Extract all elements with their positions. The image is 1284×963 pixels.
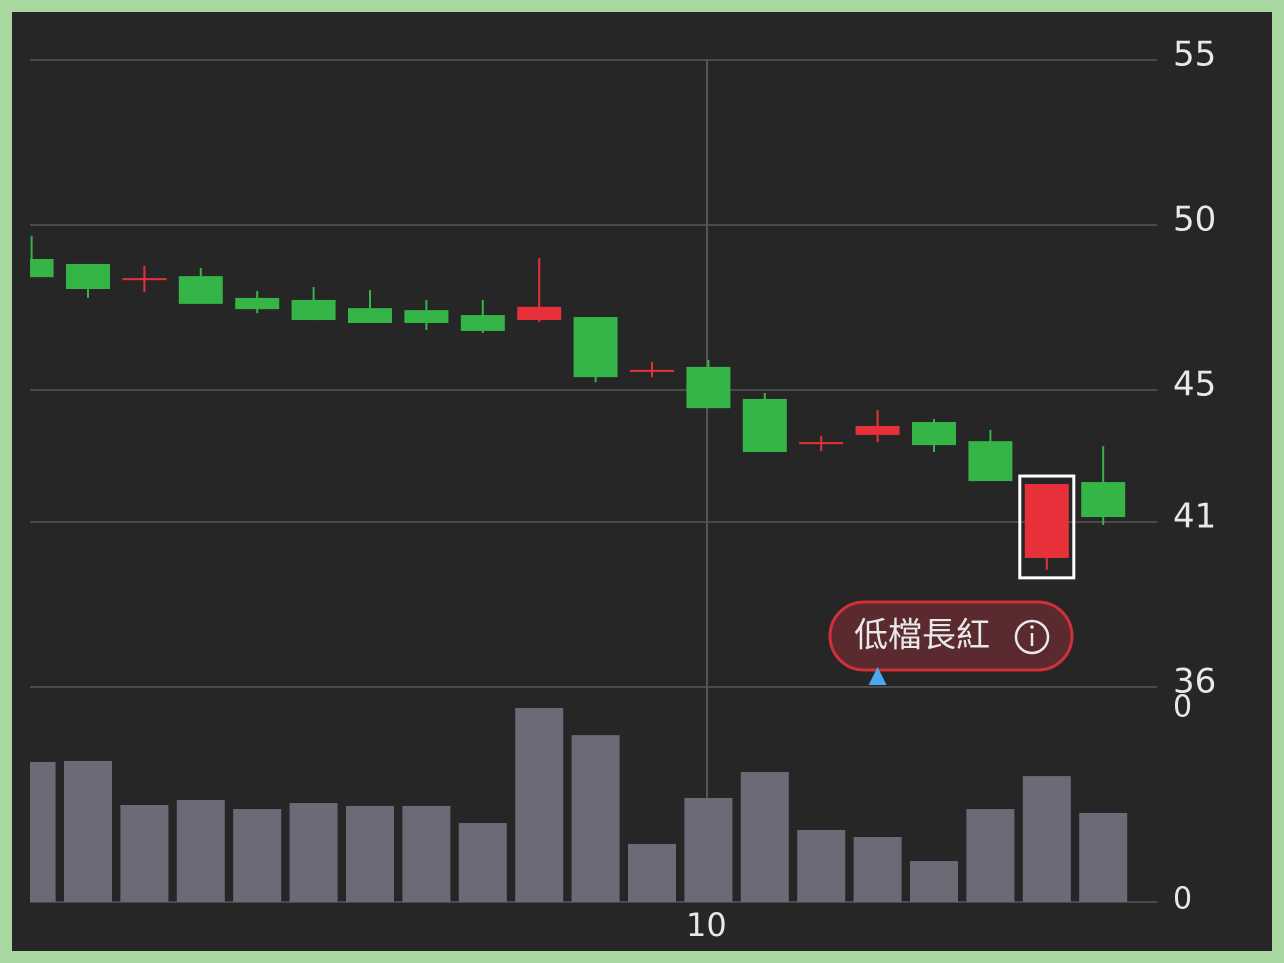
candle-body — [460, 315, 505, 331]
annotation-text: 低檔長紅 — [854, 616, 990, 656]
volume-bar — [289, 803, 338, 902]
candle-body — [742, 398, 787, 453]
volume-bar — [571, 735, 620, 902]
candle-body — [178, 276, 223, 304]
candle-body — [235, 297, 280, 310]
volume-bar — [1022, 776, 1071, 902]
y-tick-label: 55 — [1173, 35, 1216, 75]
candle-body — [1024, 484, 1069, 558]
volume-bar — [176, 799, 225, 902]
candle-body — [573, 317, 618, 378]
annotation-pointer — [868, 667, 887, 685]
candle-body — [404, 310, 449, 324]
x-tick-label: 10 — [686, 906, 727, 944]
candle-body — [630, 369, 674, 372]
annotation-bubble — [828, 600, 1074, 672]
candle-body — [122, 278, 167, 281]
info-icon[interactable] — [1014, 619, 1050, 655]
volume-bar — [684, 798, 733, 902]
candle-body — [799, 442, 844, 445]
volume-bar — [402, 805, 451, 902]
candle-body — [517, 306, 562, 321]
candle-body — [291, 299, 336, 321]
volume-bar — [853, 837, 902, 902]
y-tick-label: 36 — [1173, 662, 1216, 702]
volume-bar — [458, 823, 507, 902]
candle-body — [855, 425, 900, 435]
y-tick-label: 50 — [1173, 200, 1216, 240]
candle-body — [968, 441, 1013, 482]
volume-bar — [1079, 812, 1128, 902]
candle-body — [30, 258, 54, 278]
info-icon-dot — [1030, 625, 1034, 629]
volume-bar — [30, 761, 56, 902]
annotation: 低檔長紅 — [828, 600, 1074, 672]
volume-bar — [233, 809, 282, 902]
volume-bar — [64, 760, 112, 902]
volume-bar — [120, 805, 169, 902]
volume-bar — [966, 809, 1015, 902]
y-tick-label: 41 — [1173, 497, 1216, 537]
volume-bar — [797, 830, 846, 902]
volume-bar — [910, 861, 958, 902]
volume-bar — [628, 843, 676, 902]
volume-bar — [740, 772, 789, 902]
candle-body — [686, 366, 731, 409]
y-tick-label: 45 — [1173, 365, 1216, 405]
plot-area — [30, 235, 1128, 902]
candle-body — [1081, 482, 1126, 518]
volume-bar — [346, 805, 394, 902]
candle-highlight — [1018, 474, 1076, 580]
candle-body — [912, 422, 956, 446]
candle-body — [348, 308, 392, 324]
candle-body — [66, 263, 110, 290]
volume-bar — [515, 708, 564, 902]
volume-axis-label: 0 — [1173, 690, 1192, 725]
volume-axis-label: 0 — [1173, 882, 1192, 917]
